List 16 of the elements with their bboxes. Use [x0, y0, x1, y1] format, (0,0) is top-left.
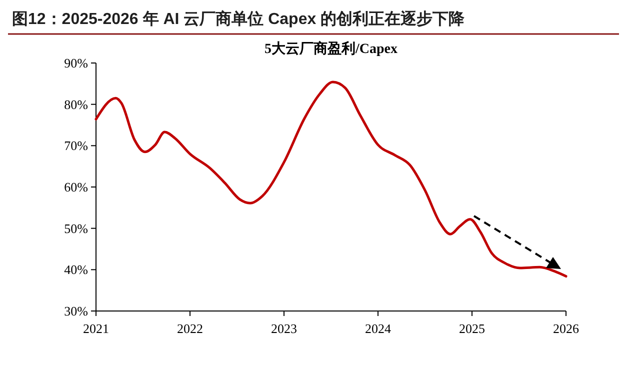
y-tick-label: 70% [64, 138, 88, 154]
y-tick-label: 90% [64, 56, 88, 71]
chart-subtitle: 5大云厂商盈利/Capex [264, 40, 398, 57]
x-tick-label: 2023 [271, 321, 297, 336]
y-tick-label: 60% [64, 180, 88, 195]
x-tick-label: 2022 [177, 321, 203, 336]
y-tick-label: 50% [64, 220, 88, 236]
y-tick-label: 40% [64, 262, 88, 278]
y-tick-label: 80% [64, 96, 88, 112]
x-tick-label: 2025 [459, 321, 485, 336]
x-tick-label: 2021 [83, 321, 109, 336]
line-series [94, 80, 568, 278]
y-tick-label: 30% [64, 304, 88, 319]
chart-title: 图12：2025-2026 年 AI 云厂商单位 Capex 的创利正在逐步下降 [12, 10, 466, 28]
x-tick-label: 2026 [553, 321, 580, 336]
x-tick-label: 2024 [365, 321, 392, 336]
